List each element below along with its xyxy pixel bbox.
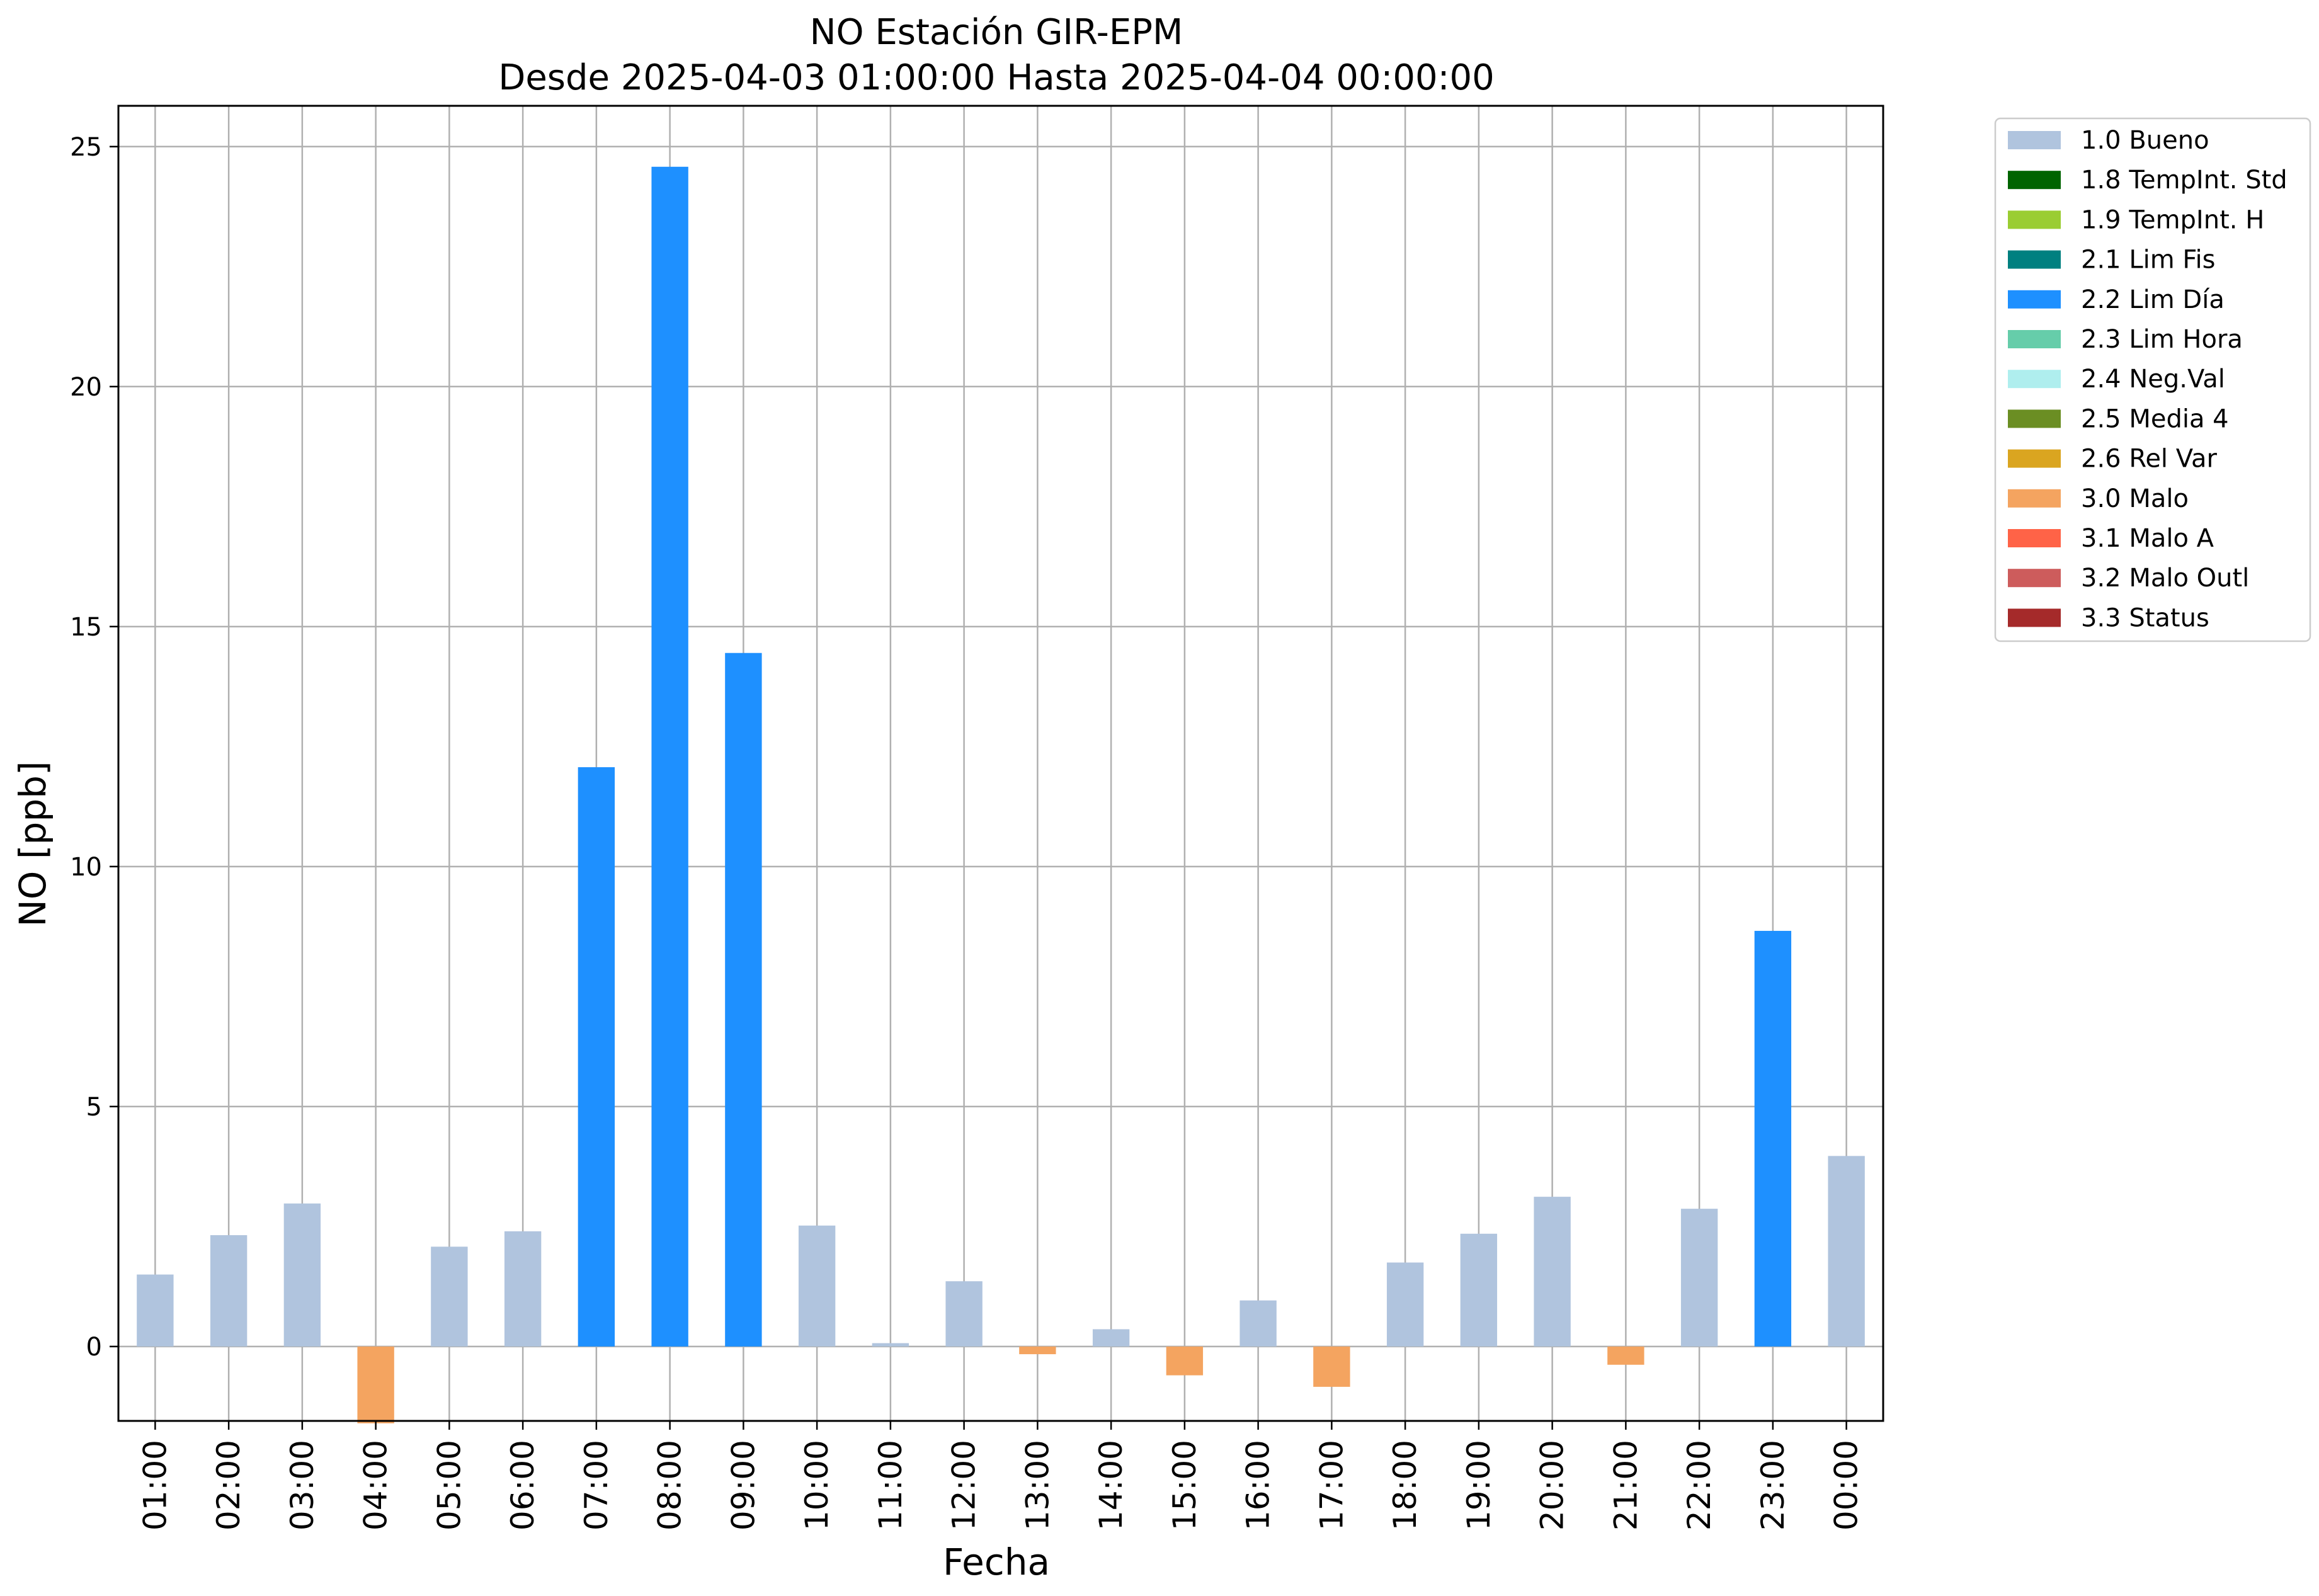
bar (1019, 1346, 1056, 1355)
legend-swatch (2008, 569, 2061, 588)
x-tick-label: 19:00 (1461, 1440, 1497, 1530)
y-tick-label: 10 (70, 853, 102, 882)
bar (872, 1343, 909, 1347)
legend-label: 2.1 Lim Fis (2081, 246, 2215, 275)
bar (1313, 1346, 1350, 1387)
bar (1680, 1209, 1718, 1347)
y-tick-label: 0 (86, 1333, 102, 1362)
bar (578, 767, 615, 1347)
legend-label: 2.2 Lim Día (2081, 285, 2225, 314)
x-tick-label: 20:00 (1534, 1440, 1571, 1530)
legend-label: 2.4 Neg.Val (2081, 365, 2225, 394)
x-tick-label: 09:00 (725, 1440, 761, 1530)
legend-swatch (2008, 409, 2061, 428)
x-tick-label: 11:00 (872, 1440, 909, 1530)
bar (1754, 930, 1792, 1347)
bar (137, 1274, 174, 1347)
x-tick-label: 17:00 (1313, 1440, 1350, 1530)
x-tick-label: 05:00 (431, 1440, 467, 1530)
legend-swatch (2008, 489, 2061, 508)
legend-swatch (2008, 250, 2061, 269)
legend-swatch (2008, 210, 2061, 229)
legend-label: 1.0 Bueno (2081, 126, 2209, 155)
bar (725, 653, 762, 1347)
legend-swatch (2008, 131, 2061, 149)
bar (1460, 1233, 1498, 1347)
bar (1386, 1262, 1424, 1347)
legend-label: 1.9 TempInt. H (2081, 205, 2264, 234)
legend-swatch (2008, 449, 2061, 468)
x-tick-label: 03:00 (284, 1440, 321, 1530)
x-tick-label: 08:00 (652, 1440, 688, 1530)
grid (118, 106, 1883, 1421)
bar (1534, 1197, 1571, 1347)
chart-subtitle: Desde 2025-04-03 01:00:00 Hasta 2025-04-… (498, 57, 1495, 98)
x-tick-label: 13:00 (1019, 1440, 1056, 1530)
x-axis-ticks: 01:00 02:00 03:00 04:00 05:00 06:00 07:00 08:00… (137, 1421, 1865, 1530)
plot-frame (117, 105, 1884, 1422)
x-tick-label: 22:00 (1681, 1440, 1718, 1530)
legend-swatch (2008, 330, 2061, 348)
x-tick-label: 18:00 (1387, 1440, 1423, 1530)
x-tick-label: 21:00 (1607, 1440, 1644, 1530)
y-axis-ticks: 0 5 10 15 20 25 (70, 133, 118, 1362)
x-tick-label: 06:00 (504, 1440, 541, 1530)
bars (137, 166, 1865, 1423)
x-tick-label: 00:00 (1828, 1440, 1865, 1530)
x-tick-label: 04:00 (358, 1440, 394, 1530)
legend-label: 3.2 Malo Outl (2081, 564, 2249, 593)
legend-label: 2.6 Rel Var (2081, 445, 2218, 474)
legend: 1.0 Bueno 1.8 TempInt. Std 1.9 TempInt. H 2… (1994, 117, 2311, 642)
x-tick-label: 23:00 (1755, 1440, 1791, 1530)
bar (1092, 1329, 1130, 1347)
legend-swatch (2008, 171, 2061, 190)
y-tick-label: 25 (70, 133, 102, 162)
legend-swatch (2008, 529, 2061, 547)
legend-label: 1.8 TempInt. Std (2081, 166, 2288, 195)
bar (1239, 1300, 1277, 1347)
legend-label: 3.3 Status (2081, 603, 2209, 632)
y-axis-label: NO [ppb] (11, 761, 54, 926)
legend-label: 2.3 Lim Hora (2081, 325, 2243, 354)
x-tick-label: 02:00 (210, 1440, 247, 1530)
y-tick-label: 20 (70, 373, 102, 402)
legend-swatch (2008, 608, 2061, 627)
y-tick-label: 15 (70, 613, 102, 642)
y-tick-label: 5 (86, 1093, 102, 1122)
bar (945, 1281, 983, 1347)
x-tick-label: 10:00 (799, 1440, 835, 1530)
legend-label: 3.0 Malo (2081, 484, 2189, 513)
x-tick-label: 01:00 (137, 1440, 173, 1530)
x-axis-label: Fecha (943, 1541, 1050, 1583)
legend-swatch (2008, 370, 2061, 389)
chart-title: NO Estación GIR-EPM (810, 12, 1183, 53)
legend-label: 2.5 Media 4 (2081, 404, 2229, 433)
x-tick-label: 16:00 (1240, 1440, 1277, 1530)
legend-label: 3.1 Malo A (2081, 524, 2214, 553)
bar (504, 1231, 542, 1347)
x-tick-label: 12:00 (946, 1440, 983, 1530)
bar (651, 166, 688, 1347)
x-tick-label: 15:00 (1166, 1440, 1203, 1530)
legend-box (1994, 117, 2311, 642)
legend-swatch (2008, 290, 2061, 309)
x-tick-label: 14:00 (1093, 1440, 1129, 1530)
bar (283, 1203, 321, 1347)
x-tick-label: 07:00 (578, 1440, 615, 1530)
bar (798, 1225, 836, 1347)
bar (1828, 1156, 1865, 1347)
bar (1607, 1346, 1644, 1365)
bar (210, 1235, 248, 1347)
bar (431, 1246, 468, 1347)
bar (357, 1346, 394, 1423)
bar (1166, 1346, 1204, 1376)
